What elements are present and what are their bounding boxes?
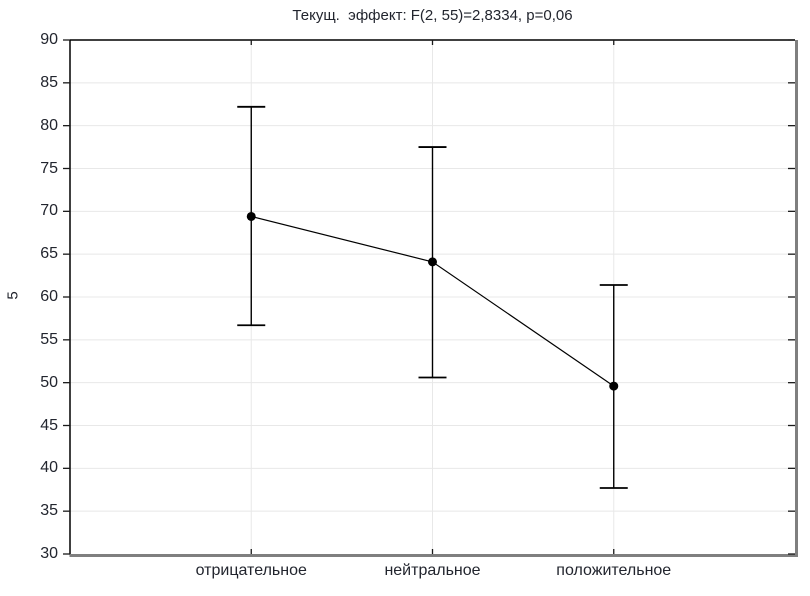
y-tick-label: 35 — [40, 502, 58, 520]
y-tick-label: 70 — [40, 202, 58, 220]
y-tick-label: 40 — [40, 459, 58, 477]
mean-point — [428, 257, 437, 267]
y-tick-label: 90 — [40, 31, 58, 48]
y-tick-label: 65 — [40, 245, 58, 263]
y-tick-label: 50 — [40, 373, 58, 391]
mean-point — [609, 381, 619, 391]
y-tick-label: 45 — [40, 416, 58, 434]
y-tick-label: 55 — [40, 330, 58, 348]
x-category-label: нейтральное — [384, 562, 481, 579]
x-category-label: положительное — [556, 562, 672, 579]
y-tick-label: 85 — [40, 73, 58, 91]
y-tick-label: 60 — [40, 288, 58, 305]
chart-title: Текущ. эффект: F(2, 55)=2,8334, p=0,06 — [292, 7, 573, 24]
y-tick-label: 80 — [40, 116, 58, 134]
mean-point — [246, 211, 256, 221]
y-tick-label: 75 — [40, 159, 58, 177]
x-category-label: отрицательное — [195, 562, 307, 579]
y-tick-label: 30 — [40, 545, 58, 562]
